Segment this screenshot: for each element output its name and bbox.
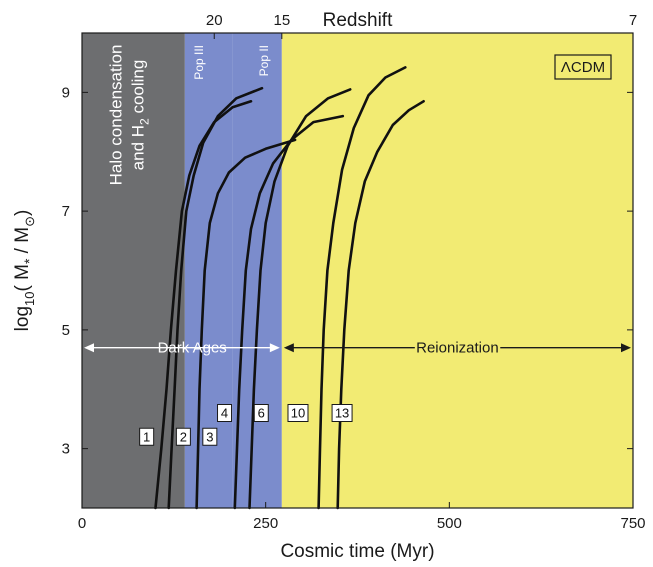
text-layer: Halo condensation and H2 cooling Pop III Po… — [12, 10, 646, 562]
curve-3 — [195, 138, 297, 510]
curve-6 — [248, 88, 352, 510]
curves-layer — [154, 66, 425, 510]
y-title-div: / M — [12, 227, 33, 259]
curve-label-box-4 — [217, 404, 233, 422]
y-tick-label: 3 — [62, 441, 70, 458]
model-label-box — [554, 54, 612, 80]
region-label-pop3: Pop III — [192, 45, 206, 80]
era-arrow-left-reionization — [283, 343, 294, 353]
halo-label-line2-sub: 2 — [137, 118, 151, 125]
curve-1 — [154, 100, 253, 510]
region-pop2 — [232, 33, 282, 508]
y-title-close: ) — [12, 210, 33, 216]
curve-label-10: 10 — [291, 406, 305, 421]
y-title-log: log — [12, 306, 33, 331]
era-label-reionization: Reionization — [416, 340, 499, 357]
era-arrow-right-reionization — [621, 343, 631, 353]
y-axis-title: log10( M* / M⊙) — [12, 210, 37, 332]
region-halo — [82, 33, 185, 508]
curve-label-2: 2 — [180, 429, 187, 444]
halo-label-line1: Halo condensation — [106, 45, 125, 186]
y-title-m: ( M — [12, 264, 33, 291]
x-axis-title: Cosmic time (Myr) — [280, 541, 434, 562]
curve-4 — [233, 114, 345, 510]
y-title-sun: ⊙ — [22, 216, 37, 227]
region-label-pop2: Pop II — [257, 45, 271, 76]
curve-label-6: 6 — [258, 406, 265, 421]
y-tick-label: 9 — [62, 84, 70, 101]
curve-label-box-3 — [202, 427, 218, 446]
curve-label-3: 3 — [206, 429, 213, 444]
top-tick-label: 15 — [273, 12, 290, 29]
curve-label-1: 1 — [143, 429, 150, 444]
top-tick-label: 7 — [629, 12, 637, 29]
curve-label-4: 4 — [221, 406, 228, 421]
curve-10 — [317, 66, 407, 510]
curve-label-13: 13 — [335, 406, 349, 421]
halo-label-line2-a: and H — [128, 125, 147, 170]
y-title-star: * — [21, 258, 37, 264]
x-tick-label: 500 — [437, 515, 462, 532]
y-tick-label: 7 — [62, 203, 70, 220]
top-axis-title: Redshift — [323, 10, 393, 31]
model-label: ΛCDM — [561, 59, 605, 76]
era-label-dark-ages: Dark Ages — [158, 340, 227, 357]
curve-label-box-13 — [331, 404, 353, 422]
x-tick-label: 0 — [78, 515, 86, 532]
y-tick-label: 5 — [62, 322, 70, 339]
region-reion — [281, 33, 633, 508]
curve-label-box-10 — [287, 404, 309, 422]
regions-layer — [82, 33, 633, 508]
x-tick-label: 250 — [253, 515, 278, 532]
era-arrow-right-dark-ages — [269, 343, 280, 353]
halo-label-line2-b: cooling — [128, 60, 147, 119]
curve-label-box-6 — [253, 404, 269, 422]
halo-label-line2: and H2 cooling — [128, 60, 151, 171]
frame-layer — [81, 32, 634, 509]
y-title-sub10: 10 — [22, 291, 37, 305]
curve-label-box-1 — [139, 427, 155, 446]
x-tick-label: 750 — [620, 515, 645, 532]
top-tick-label: 20 — [206, 12, 223, 29]
curve-label-box-2 — [175, 427, 191, 446]
plot-frame — [81, 32, 634, 509]
curve-2 — [167, 86, 264, 510]
era-arrow-left-dark-ages — [84, 343, 94, 353]
